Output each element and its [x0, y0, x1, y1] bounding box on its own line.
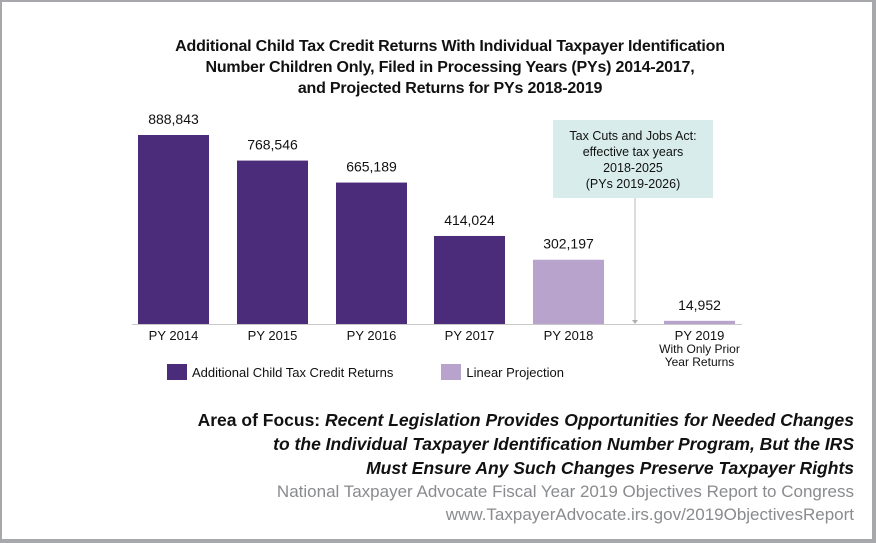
x-tick-label: With Only Prior: [659, 342, 740, 356]
legend-swatch-actual: [167, 364, 187, 380]
bar-py-2018: [533, 259, 604, 324]
area-of-focus-label: Area of Focus:: [197, 410, 321, 430]
legend-label-actual: Additional Child Tax Credit Returns: [192, 364, 394, 380]
chart-legend: Additional Child Tax Credit Returns Line…: [167, 363, 612, 381]
x-tick-label: PY 2016: [347, 328, 397, 343]
x-tick-label: PY 2015: [248, 328, 298, 343]
annotation-line: Tax Cuts and Jobs Act:: [569, 129, 697, 143]
annotation-arrowhead-icon: [632, 320, 638, 324]
bar-py-2014: [138, 135, 209, 324]
bar-py-2016: [336, 182, 407, 324]
legend-item-projection: Linear Projection: [441, 364, 564, 380]
legend-label-projection: Linear Projection: [466, 364, 564, 380]
chart-title-line: Number Children Only, Filed in Processin…: [205, 59, 695, 76]
area-of-focus-line: Area of Focus: Recent Legislation Provid…: [134, 408, 854, 432]
x-tick-label: Year Returns: [665, 355, 735, 369]
annotation-line: (PYs 2019-2026): [585, 177, 681, 191]
report-url[interactable]: www.TaxpayerAdvocate.irs.gov/2019Objecti…: [445, 505, 854, 524]
chart-title-line: Additional Child Tax Credit Returns With…: [175, 38, 725, 55]
area-of-focus-text: Recent Legislation Provides Opportunitie…: [325, 410, 854, 430]
chart-title-line: and Projected Returns for PYs 2018-2019: [297, 80, 603, 97]
tcja-annotation-box: Tax Cuts and Jobs Act: effective tax yea…: [553, 120, 713, 198]
x-tick-label: PY 2014: [149, 328, 199, 343]
data-label: 414,024: [444, 212, 495, 228]
chart-title: Additional Child Tax Credit Returns With…: [100, 36, 800, 99]
x-tick-label: PY 2017: [445, 328, 495, 343]
annotation-line: 2018-2025: [603, 161, 663, 175]
data-label: 665,189: [346, 159, 397, 175]
bar-chart: 888,843 PY 2014 768,546 PY 2015 665,189 PY 20…: [132, 111, 742, 369]
area-of-focus-line: Must Ensure Any Such Changes Preserve Ta…: [134, 456, 854, 480]
legend-item-actual: Additional Child Tax Credit Returns: [167, 364, 393, 380]
data-label: 302,197: [543, 236, 594, 252]
report-name: National Taxpayer Advocate Fiscal Year 2…: [276, 482, 854, 501]
legend-swatch-projection: [441, 364, 462, 380]
bar-py-2017: [434, 235, 505, 324]
area-of-focus-text: Must Ensure Any Such Changes Preserve Ta…: [366, 458, 854, 478]
annotation-line: effective tax years: [582, 145, 684, 159]
data-label: 768,546: [247, 137, 298, 153]
area-of-focus-text: to the Individual Taxpayer Identificatio…: [273, 434, 854, 454]
data-label: 14,952: [678, 297, 721, 313]
bar-py-2015: [237, 160, 308, 324]
bar-py-2019: [664, 320, 735, 324]
area-of-focus-line: to the Individual Taxpayer Identificatio…: [134, 432, 854, 456]
x-tick-label: PY 2018: [544, 328, 594, 343]
x-tick-label: PY 2019: [675, 328, 725, 343]
data-label: 888,843: [148, 111, 199, 127]
figure-footer: Area of Focus: Recent Legislation Provid…: [134, 408, 854, 526]
